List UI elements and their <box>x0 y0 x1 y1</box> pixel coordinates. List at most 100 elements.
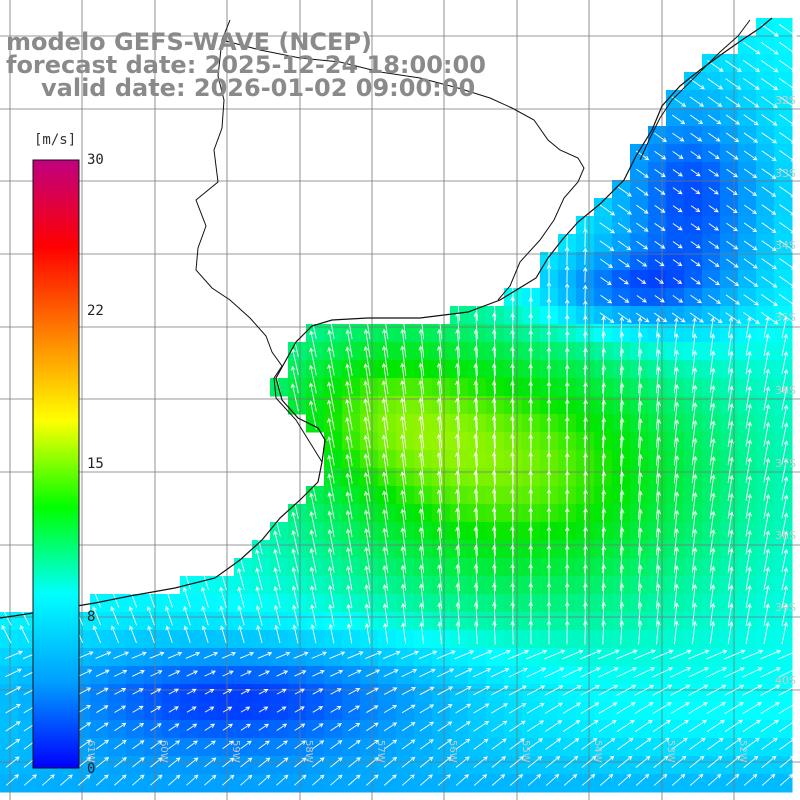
wind-arrow <box>490 649 511 660</box>
wind-arrow <box>726 240 739 250</box>
wind-arrow <box>652 667 673 678</box>
wind-arrow <box>727 367 734 393</box>
wind-arrow <box>345 398 353 431</box>
wind-arrow <box>348 705 361 713</box>
wind-arrow <box>132 740 145 750</box>
wind-arrow <box>168 706 179 713</box>
wind-arrow <box>725 276 740 287</box>
wind-arrow <box>436 345 443 376</box>
wind-arrow <box>690 241 701 249</box>
wind-arrow <box>563 737 580 750</box>
wind-arrow <box>745 529 752 555</box>
wind-arrow <box>41 774 55 786</box>
wind-arrow <box>96 774 109 786</box>
wind-arrow <box>526 685 546 696</box>
wind-arrow <box>725 132 740 143</box>
wind-arrow <box>781 548 789 573</box>
wind-arrow <box>691 547 698 573</box>
wind-arrow <box>291 548 299 573</box>
wind-arrow <box>131 651 147 659</box>
wind-arrow <box>652 719 671 732</box>
wind-arrow <box>760 311 779 325</box>
wind-arrow <box>312 670 325 677</box>
wind-arrow <box>725 96 741 108</box>
wind-arrow <box>114 774 127 786</box>
wind-arrow <box>309 313 317 339</box>
wind-arrow <box>473 703 490 714</box>
wind-arrow <box>670 667 691 678</box>
wind-arrow <box>656 620 661 645</box>
wind-arrow <box>419 621 424 644</box>
wind-arrow <box>562 649 584 660</box>
wind-arrow <box>455 397 461 431</box>
wind-arrow <box>691 602 698 627</box>
wind-arrow <box>510 346 515 376</box>
wind-arrow <box>655 317 661 338</box>
wind-arrow <box>146 587 156 608</box>
wind-arrow <box>419 756 434 768</box>
wind-arrow <box>237 605 245 626</box>
wind-arrow <box>95 739 109 750</box>
wind-arrow <box>401 774 415 786</box>
wind-arrow <box>218 567 227 590</box>
wind-arrow <box>725 294 740 305</box>
wind-arrow <box>706 702 726 714</box>
wind-arrow <box>255 549 263 573</box>
wind-arrow <box>707 755 723 768</box>
wind-arrow <box>655 472 661 502</box>
wind-arrow <box>454 650 475 660</box>
wind-arrow <box>545 755 561 768</box>
wind-arrow <box>708 187 719 195</box>
wind-arrow <box>580 649 602 660</box>
wind-arrow <box>510 363 515 394</box>
wind-arrow <box>201 605 209 626</box>
wind-arrow <box>473 507 479 538</box>
wind-arrow <box>618 277 629 285</box>
wind-arrow <box>328 623 335 644</box>
wind-arrow <box>583 563 588 592</box>
wind-arrow <box>418 380 425 413</box>
wind-arrow <box>400 328 407 358</box>
wind-arrow <box>743 114 759 126</box>
wind-arrow <box>636 277 647 285</box>
wind-arrow <box>673 620 679 645</box>
wind-arrow <box>673 317 679 338</box>
wind-arrow <box>419 704 435 714</box>
wind-arrow <box>727 438 734 465</box>
wind-arrow <box>709 621 716 645</box>
wind-arrow <box>707 773 722 786</box>
wind-arrow <box>186 706 197 713</box>
wind-arrow <box>77 756 92 768</box>
wind-arrow <box>400 508 407 538</box>
wind-arrow <box>19 606 30 626</box>
wind-arrow <box>400 471 407 502</box>
wind-arrow <box>77 774 91 786</box>
wind-arrow <box>437 686 454 696</box>
wind-arrow <box>743 312 760 325</box>
wind-arrow <box>381 453 389 484</box>
wind-arrow <box>690 205 701 213</box>
wind-arrow <box>691 333 697 357</box>
wind-arrow <box>619 417 625 448</box>
wind-arrow <box>418 583 425 609</box>
wind-arrow <box>761 168 777 179</box>
wind-arrow <box>364 565 371 591</box>
wind-arrow <box>761 258 777 270</box>
wind-arrow <box>724 667 745 678</box>
wind-arrow <box>255 567 263 591</box>
wind-arrow <box>635 755 651 768</box>
wind-arrow <box>601 526 607 556</box>
wind-arrow <box>348 739 361 750</box>
wind-arrow <box>455 362 461 394</box>
wind-arrow <box>672 132 685 142</box>
wind-arrow <box>400 311 407 340</box>
wind-arrow <box>113 669 128 677</box>
wind-arrow <box>294 774 307 786</box>
wind-arrow <box>564 227 570 248</box>
wind-arrow <box>382 311 389 340</box>
wind-arrow <box>781 476 789 501</box>
wind-arrow <box>616 684 637 696</box>
wind-arrow <box>634 684 655 696</box>
wind-arrow <box>688 667 709 678</box>
wind-arrow <box>419 668 436 678</box>
